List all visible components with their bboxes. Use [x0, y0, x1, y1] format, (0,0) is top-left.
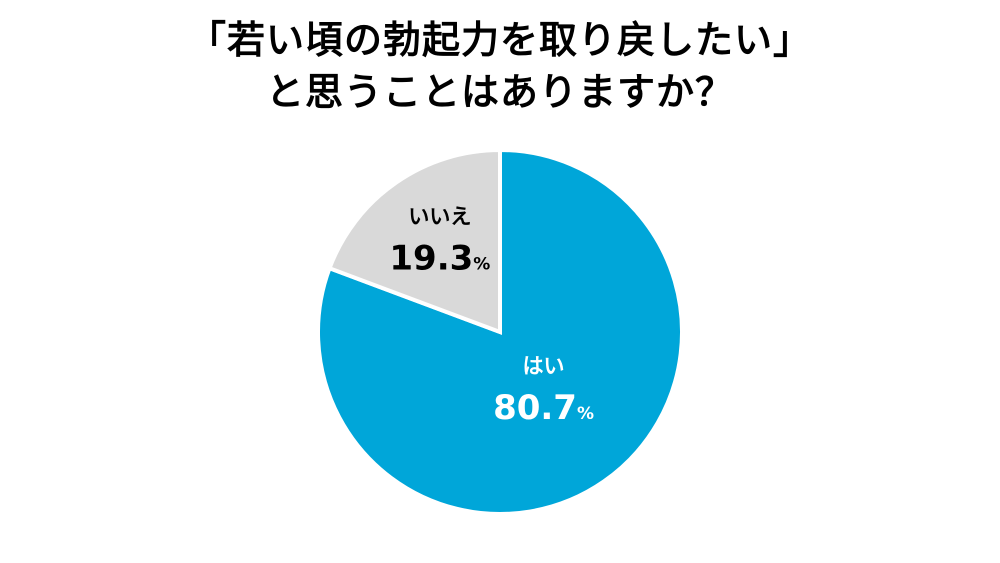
pie-slice-0 [316, 147, 684, 516]
chart-title-line-2: と思うことはありますか？ [265, 70, 734, 114]
slice-value-number-0: 80.7 [493, 388, 577, 428]
slice-value-label-0: 80.7% [493, 388, 594, 428]
pie-slice-1 [326, 147, 502, 335]
chart-title-line-1: 「若い頃の勃起力を取り戻したい」 [187, 18, 812, 62]
chart-title: 「若い頃の勃起力を取り戻したい」 と思うことはありますか？ [0, 14, 1000, 118]
slice-value-number-1: 19.3 [389, 238, 473, 278]
slice-category-label-0: はい [523, 354, 565, 378]
slice-value-label-1: 19.3% [389, 238, 490, 278]
slice-category-label-1: いいえ [408, 204, 471, 228]
slice-value-unit-1: % [473, 254, 490, 274]
slice-value-unit-0: % [577, 404, 594, 424]
